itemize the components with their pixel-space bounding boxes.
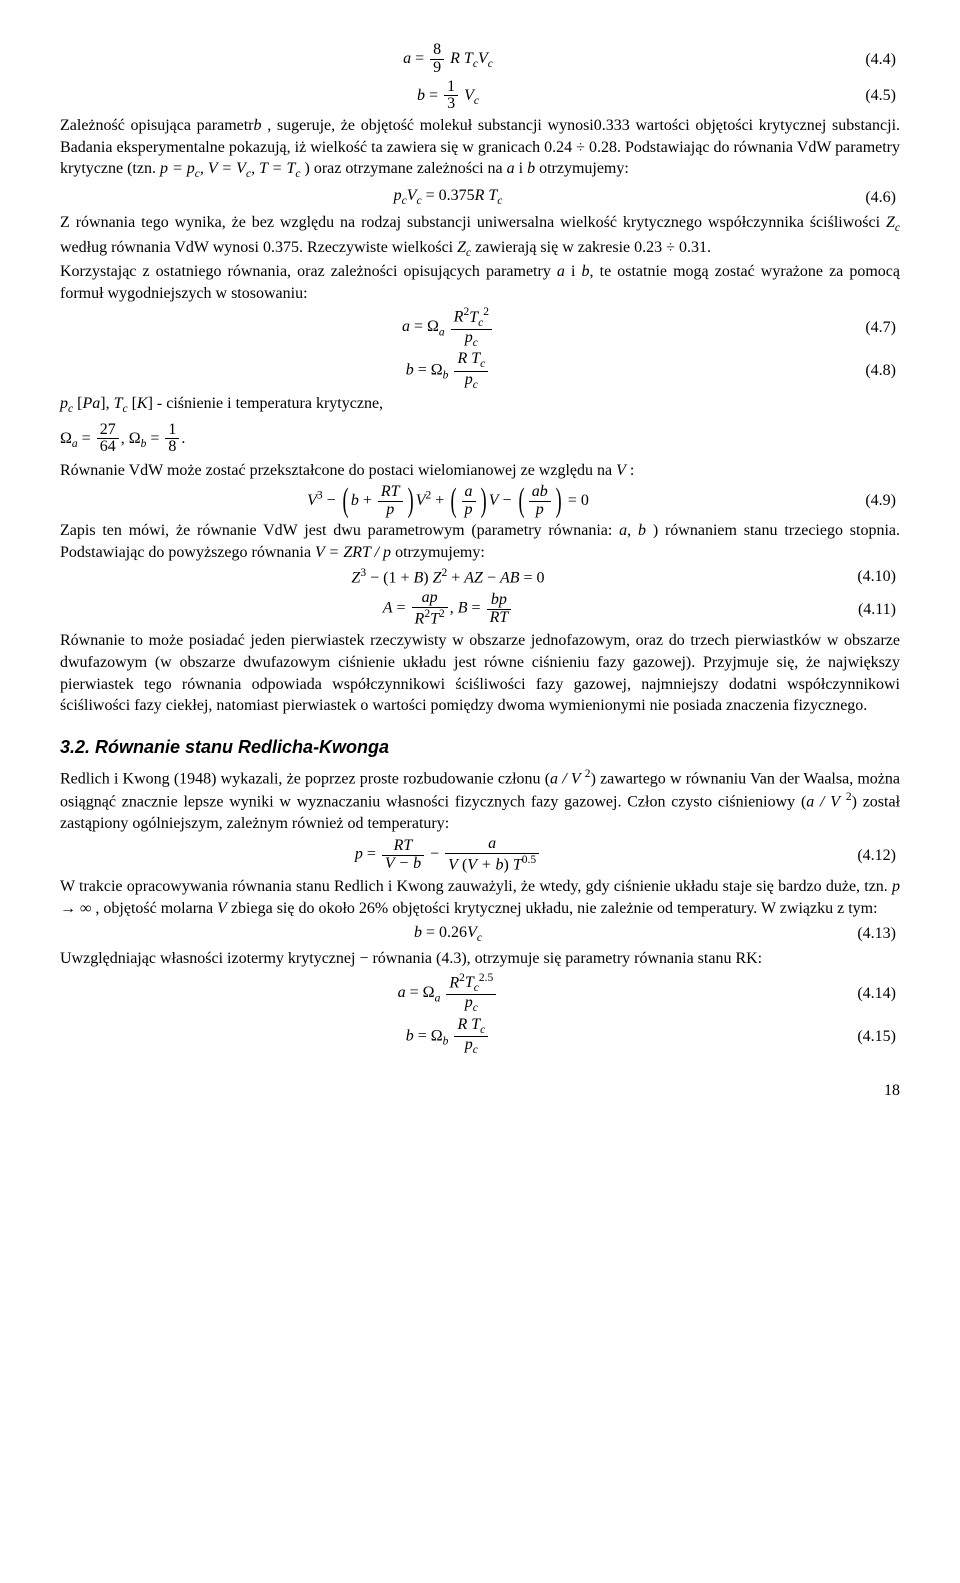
equation-number: (4.15) xyxy=(836,1026,900,1048)
equation-number: (4.12) xyxy=(836,845,900,867)
equation-4-4: a = 89 R TcVc (4.4) xyxy=(60,42,900,77)
equation-body: b = Ωb R Tcpc xyxy=(60,1017,836,1057)
equation-4-12: p = RTV − b − aV (V + b) T0.5 (4.12) xyxy=(60,836,900,874)
equation-4-7: a = Ωa R2Tc2pc (4.7) xyxy=(60,306,900,349)
equation-number: (4.5) xyxy=(836,85,900,107)
paragraph-9: W trakcie opracowywania równania stanu R… xyxy=(60,876,900,919)
paragraph-3: Korzystając z ostatniego równania, oraz … xyxy=(60,261,900,304)
equation-number: (4.9) xyxy=(836,490,900,512)
equation-number: (4.8) xyxy=(836,360,900,382)
heading-3-2: 3.2. Równanie stanu Redlicha-Kwonga xyxy=(60,735,900,759)
equation-4-15: b = Ωb R Tcpc (4.15) xyxy=(60,1017,900,1057)
equation-number: (4.10) xyxy=(836,566,900,588)
paragraph-4: pc [Pa], Tc [K] - ciśnienie i temperatur… xyxy=(60,393,900,418)
equation-body: A = apR2T2, B = bpRT xyxy=(60,590,836,628)
equation-body: p = RTV − b − aV (V + b) T0.5 xyxy=(60,836,836,874)
equation-number: (4.14) xyxy=(836,983,900,1005)
equation-number: (4.13) xyxy=(836,923,900,945)
equation-4-9: V3 − (b + RTp)V2 + (ap)V − (abp) = 0 (4.… xyxy=(60,484,900,519)
page-number: 18 xyxy=(60,1080,900,1102)
paragraph-10: Uwzględniając własności izotermy krytycz… xyxy=(60,948,900,970)
equation-number: (4.4) xyxy=(836,49,900,71)
equation-number: (4.6) xyxy=(836,187,900,209)
paragraph-8: Redlich i Kwong (1948) wykazali, że popr… xyxy=(60,767,900,834)
equation-4-11: A = apR2T2, B = bpRT (4.11) xyxy=(60,590,900,628)
paragraph-7: Równanie to może posiadać jeden pierwias… xyxy=(60,630,900,716)
omega-values: Ωa = 2764, Ωb = 18. xyxy=(60,422,900,457)
equation-4-8: b = Ωb R Tcpc (4.8) xyxy=(60,351,900,391)
equation-body: a = Ωa R2Tc2pc xyxy=(60,306,836,349)
equation-4-14: a = Ωa R2Tc2.5pc (4.14) xyxy=(60,972,900,1015)
equation-body: pcVc = 0.375R Tc xyxy=(60,185,836,210)
equation-body: b = Ωb R Tcpc xyxy=(60,351,836,391)
equation-4-5: b = 13 Vc (4.5) xyxy=(60,79,900,114)
paragraph-2: Z równania tego wynika, że bez względu n… xyxy=(60,212,900,261)
equation-body: a = Ωa R2Tc2.5pc xyxy=(60,972,836,1015)
paragraph-5: Równanie VdW może zostać przekształcone … xyxy=(60,460,900,482)
equation-body: b = 0.26Vc xyxy=(60,922,836,947)
equation-body: a = 89 R TcVc xyxy=(60,42,836,77)
equation-4-13: b = 0.26Vc (4.13) xyxy=(60,922,900,947)
equation-number: (4.7) xyxy=(836,317,900,339)
equation-body: Z3 − (1 + B) Z2 + AZ − AB = 0 xyxy=(60,566,836,589)
paragraph-6: Zapis ten mówi, że równanie VdW jest dwu… xyxy=(60,520,900,563)
equation-number: (4.11) xyxy=(836,599,900,621)
paragraph-1: Zależność opisująca parametrb , sugeruje… xyxy=(60,115,900,183)
equation-4-10: Z3 − (1 + B) Z2 + AZ − AB = 0 (4.10) xyxy=(60,566,900,589)
equation-body: b = 13 Vc xyxy=(60,79,836,114)
equation-4-6: pcVc = 0.375R Tc (4.6) xyxy=(60,185,900,210)
equation-body: V3 − (b + RTp)V2 + (ap)V − (abp) = 0 xyxy=(60,484,836,519)
